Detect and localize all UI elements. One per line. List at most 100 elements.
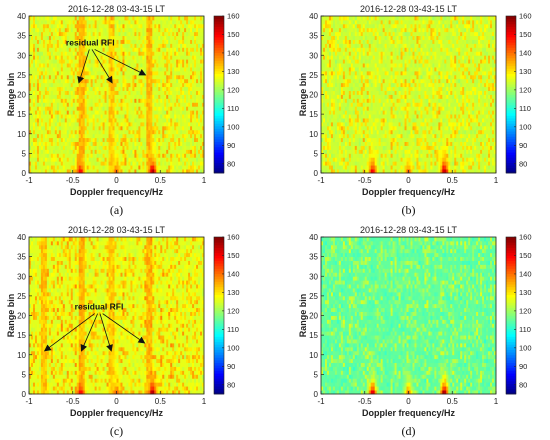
x-axis-label: Doppler frequency/Hz <box>70 187 164 197</box>
y-tick-label: 30 <box>309 272 318 281</box>
y-tick-label: 40 <box>17 233 26 242</box>
y-axis-label: Range bin <box>6 73 16 117</box>
colorbar-tick-label: 90 <box>227 141 235 150</box>
panel-label: (a) <box>110 203 123 217</box>
x-tick-label: 0.5 <box>155 176 167 185</box>
x-tick-label: 0 <box>114 397 119 406</box>
x-tick-label: -1 <box>25 176 33 185</box>
colorbar-tick-label: 120 <box>519 306 532 315</box>
colorbar-tick-label: 130 <box>519 67 532 76</box>
x-tick-label: -1 <box>25 397 33 406</box>
colorbar: 80 90 100 110 120 130 140 150 160 <box>505 233 532 395</box>
x-tick-label: 1 <box>494 397 499 406</box>
rfi-annotation: residual RFI <box>43 302 146 352</box>
y-tick-label: 15 <box>309 110 318 119</box>
x-axis-label: Doppler frequency/Hz <box>70 408 164 418</box>
colorbar-tick-label: 130 <box>519 288 532 297</box>
annotation-arrow <box>94 49 147 76</box>
x-tick-label: -1 <box>317 176 325 185</box>
colorbar-tick-label: 130 <box>227 67 240 76</box>
y-tick-label: 5 <box>314 370 319 379</box>
y-tick-label: 25 <box>17 71 26 80</box>
y-tick-label: 25 <box>309 71 318 80</box>
y-tick-label: 25 <box>309 292 318 301</box>
annotation-arrow <box>43 313 95 352</box>
colorbar-tick-label: 110 <box>227 104 239 113</box>
x-tick-label: 1 <box>202 397 207 406</box>
plot-title: 2016-12-28 03-43-15 LT <box>360 225 457 235</box>
x-tick-label: 0.5 <box>447 397 459 406</box>
rfi-annotation: residual RFI <box>66 37 147 84</box>
y-tick-label: 35 <box>17 253 26 262</box>
y-tick-label: 10 <box>309 130 318 139</box>
y-axis-label: Range bin <box>298 73 308 117</box>
x-tick-label: 1 <box>202 176 207 185</box>
annotation-arrow <box>80 313 98 352</box>
y-tick-label: 0 <box>22 390 27 399</box>
colorbar-tick-label: 100 <box>227 122 240 131</box>
colorbar-tick-label: 80 <box>519 159 527 168</box>
y-tick-label: 5 <box>314 149 319 158</box>
plot-title: 2016-12-28 03-43-15 LT <box>68 4 165 14</box>
y-tick-label: 20 <box>309 91 318 100</box>
panel-label: (d) <box>402 424 416 438</box>
x-axis-label: Doppler frequency/Hz <box>362 408 456 418</box>
y-tick-label: 15 <box>17 331 26 340</box>
colorbar-tick-label: 120 <box>519 85 532 94</box>
colorbar-tick-label: 160 <box>519 12 532 21</box>
heatmap <box>321 16 497 174</box>
y-tick-label: 35 <box>309 32 318 41</box>
x-tick-label: -0.5 <box>66 397 80 406</box>
colorbar-tick-label: 150 <box>519 30 532 39</box>
colorbar-tick-label: 160 <box>519 233 532 242</box>
y-tick-label: 30 <box>17 51 26 60</box>
colorbar-tick-label: 120 <box>227 306 240 315</box>
colorbar-tick-label: 140 <box>519 269 532 278</box>
colorbar: 80 90 100 110 120 130 140 150 160 <box>505 12 532 174</box>
y-tick-label: 20 <box>17 91 26 100</box>
y-tick-label: 5 <box>22 149 27 158</box>
y-tick-label: 40 <box>309 233 318 242</box>
heatmap <box>321 237 497 395</box>
x-axis-label: Doppler frequency/Hz <box>362 187 456 197</box>
panel-label: (c) <box>110 424 123 438</box>
y-tick-label: 0 <box>314 390 319 399</box>
y-tick-label: 35 <box>309 253 318 262</box>
colorbar: 80 90 100 110 120 130 140 150 160 <box>213 12 240 174</box>
x-tick-label: 0 <box>114 176 119 185</box>
colorbar-tick-label: 150 <box>519 251 532 260</box>
plot-title: 2016-12-28 03-43-15 LT <box>68 225 165 235</box>
colorbar-tick-label: 80 <box>227 380 235 389</box>
x-tick-label: 0.5 <box>447 176 459 185</box>
colorbar: 80 90 100 110 120 130 140 150 160 <box>213 233 240 395</box>
y-tick-label: 0 <box>314 169 319 178</box>
annotation-arrow <box>91 49 113 84</box>
colorbar-tick-label: 90 <box>519 141 527 150</box>
x-tick-label: 0 <box>406 176 411 185</box>
x-tick-label: -0.5 <box>358 397 372 406</box>
annotation-label: residual RFI <box>75 302 124 312</box>
y-axis-label: Range bin <box>298 294 308 338</box>
colorbar-tick-label: 140 <box>227 269 240 278</box>
panel-d: 2016-12-28 03-43-15 LT-1 -0.5 0 0.5 10510152… <box>298 225 532 438</box>
heatmap <box>29 16 205 174</box>
plot-title: 2016-12-28 03-43-15 LT <box>360 4 457 14</box>
colorbar-tick-label: 80 <box>227 159 235 168</box>
y-tick-label: 15 <box>17 110 26 119</box>
colorbar-tick-label: 100 <box>519 343 532 352</box>
y-tick-label: 35 <box>17 32 26 41</box>
heatmap <box>29 237 205 395</box>
x-tick-label: -0.5 <box>66 176 80 185</box>
y-tick-label: 20 <box>309 312 318 321</box>
y-tick-label: 10 <box>17 351 26 360</box>
y-tick-label: 15 <box>309 331 318 340</box>
colorbar-tick-label: 150 <box>227 30 240 39</box>
y-tick-label: 40 <box>309 12 318 21</box>
y-tick-label: 20 <box>17 312 26 321</box>
y-axis-label: Range bin <box>6 294 16 338</box>
colorbar-tick-label: 80 <box>519 380 527 389</box>
panel-a: 2016-12-28 03-43-15 LT-1 -0.5 0 0.5 10510152… <box>6 4 240 217</box>
colorbar-tick-label: 140 <box>227 48 240 57</box>
annotation-arrow <box>99 313 113 352</box>
